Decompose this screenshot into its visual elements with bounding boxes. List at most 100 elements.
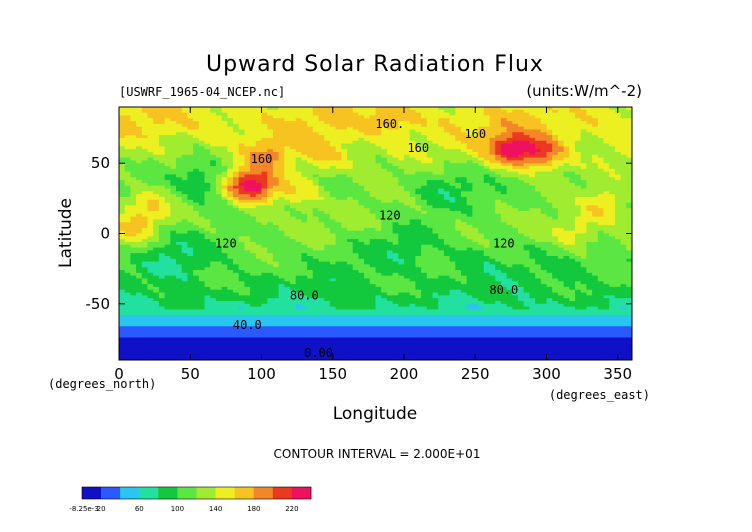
heatmap-cell (620, 182, 627, 187)
heatmap-cell (409, 168, 416, 173)
heatmap-cell (489, 196, 496, 201)
heatmap-cell (324, 255, 331, 260)
heatmap-cell (540, 194, 547, 198)
heatmap-cell (318, 244, 325, 248)
heatmap-cell (620, 151, 627, 156)
heatmap-cell (443, 196, 450, 201)
heatmap-cell (597, 151, 604, 156)
heatmap-cell (449, 225, 456, 229)
heatmap-cell (409, 160, 416, 164)
heatmap-cell (272, 126, 279, 130)
heatmap-cell (158, 149, 165, 153)
heatmap-cell (170, 163, 177, 167)
heatmap-cell (176, 236, 183, 240)
heatmap-cell (483, 222, 490, 226)
heatmap-cell (312, 154, 319, 158)
heatmap-cell (449, 166, 456, 170)
heatmap-cell (392, 112, 399, 116)
heatmap-cell (620, 146, 627, 150)
heatmap-cell (392, 239, 399, 243)
heatmap-cell (318, 146, 325, 150)
heatmap-cell (347, 182, 354, 187)
heatmap-cell (592, 132, 599, 136)
heatmap-cell (187, 123, 194, 128)
heatmap-cell (347, 261, 354, 265)
heatmap-cell (540, 199, 547, 203)
heatmap-cell (119, 213, 126, 218)
heatmap-cell (586, 216, 593, 220)
heatmap-cell (364, 163, 371, 167)
heatmap-cell (438, 180, 445, 184)
heatmap-cell (535, 182, 542, 187)
heatmap-cell (586, 236, 593, 240)
heatmap-cell (535, 188, 542, 192)
heatmap-cell (512, 236, 519, 240)
heatmap-cell (233, 168, 240, 173)
heatmap-cell (164, 157, 171, 161)
heatmap-cell (312, 126, 319, 130)
heatmap-cell (529, 239, 536, 243)
heatmap-cell (392, 216, 399, 220)
heatmap-cell (318, 140, 325, 144)
heatmap-cell (369, 182, 376, 187)
heatmap-cell (238, 230, 245, 234)
heatmap-cell (215, 225, 222, 229)
heatmap-cell (341, 112, 348, 116)
heatmap-cell (233, 194, 240, 198)
heatmap-cell (455, 188, 462, 192)
heatmap-cell (255, 188, 262, 192)
heatmap-cell (580, 222, 587, 226)
heatmap-cell (449, 121, 456, 125)
heatmap-cell (495, 174, 502, 178)
heatmap-cell (215, 121, 222, 125)
heatmap-cell (443, 107, 450, 111)
heatmap-cell (512, 185, 519, 189)
heatmap-cell (267, 205, 274, 209)
heatmap-cell (392, 157, 399, 161)
heatmap-cell (546, 157, 553, 161)
heatmap-cell (244, 166, 251, 170)
heatmap-cell (158, 151, 165, 156)
heatmap-cell (398, 216, 405, 220)
heatmap-cell (369, 216, 376, 220)
heatmap-cell (136, 112, 143, 116)
heatmap-cell (495, 112, 502, 116)
heatmap-cell (187, 208, 194, 212)
heatmap-cell (341, 149, 348, 153)
heatmap-cell (164, 191, 171, 195)
heatmap-cell (153, 211, 160, 215)
heatmap-cell (455, 253, 462, 257)
heatmap-cell (540, 250, 547, 254)
heatmap-cell (426, 244, 433, 248)
heatmap-cell (312, 261, 319, 265)
heatmap-cell (301, 132, 308, 136)
heatmap-cell (238, 253, 245, 257)
heatmap-cell (238, 109, 245, 114)
heatmap-cell (215, 168, 222, 173)
heatmap-cell (284, 230, 291, 234)
heatmap-cell (261, 132, 268, 136)
heatmap-cell (495, 233, 502, 237)
heatmap-cell (432, 247, 439, 251)
heatmap-cell (421, 199, 428, 203)
heatmap-cell (466, 199, 473, 203)
heatmap-cell (187, 171, 194, 175)
heatmap-cell (404, 177, 411, 181)
heatmap-cell (472, 171, 479, 175)
heatmap-cell (386, 255, 393, 260)
heatmap-cell (352, 146, 359, 150)
heatmap-cell (301, 137, 308, 142)
heatmap-cell (483, 185, 490, 189)
heatmap-cell (546, 191, 553, 195)
heatmap-cell (552, 129, 559, 133)
heatmap-cell (341, 196, 348, 201)
heatmap-cell (352, 107, 359, 111)
heatmap-cell (506, 233, 513, 237)
heatmap-cell (369, 112, 376, 116)
heatmap-cell (215, 255, 222, 260)
heatmap-cell (221, 140, 228, 144)
heatmap-cell (176, 205, 183, 209)
heatmap-cell (238, 140, 245, 144)
heatmap-cell (347, 140, 354, 144)
heatmap-cell (255, 177, 262, 181)
